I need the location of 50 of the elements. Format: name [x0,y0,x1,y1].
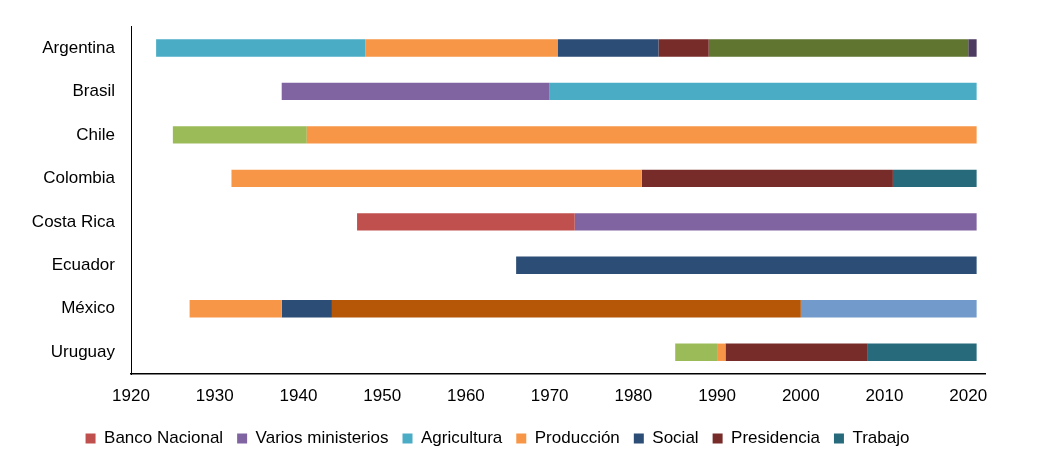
bar [641,169,893,188]
bar [892,169,977,188]
x-tick-label: 1920 [112,385,150,405]
y-tick-label: Brasil [72,81,115,101]
bar [306,126,977,144]
legend-label: Presidencia [731,428,821,448]
x-tick-label: 1930 [195,385,234,405]
legend-label: Producción [534,428,620,448]
bar [708,39,969,57]
x-tick-label: 1990 [698,385,736,405]
y-tick-label: Argentina [42,37,116,57]
y-tick-label: Uruguay [50,341,116,361]
bar [231,169,642,188]
bar [156,39,366,57]
x-tick-label: 1980 [614,385,653,405]
x-tick-label: 1970 [530,385,569,405]
x-tick-label: 2020 [949,385,988,405]
bar [968,39,977,57]
bar [357,213,575,231]
x-tick-label: 1950 [363,385,402,405]
y-tick-label: Costa Rica [31,211,116,231]
x-tick-label: 2000 [781,385,820,405]
legend-label: Banco Nacional [104,428,224,448]
y-tick-label: Colombia [43,168,116,188]
bar [558,39,659,57]
y-tick-label: Ecuador [51,255,116,274]
bar [189,300,282,318]
bar [867,343,977,361]
bar [717,343,726,361]
bar [365,39,558,57]
y-tick-label: Chile [76,124,115,144]
legend-label: Varios ministerios [255,428,389,448]
bar [516,256,977,275]
bar [675,343,718,361]
x-tick-label: 2010 [865,385,904,405]
bar [725,343,868,361]
bar [800,300,977,318]
y-tick-label: México [61,298,115,318]
bar [281,82,550,101]
bar [658,39,709,57]
bar [549,82,977,101]
bar [172,126,307,144]
bar [331,300,801,318]
legend-label: Trabajo [852,428,910,448]
x-tick-label: 1960 [446,385,485,405]
bar [281,300,332,318]
x-tick-label: 1940 [279,385,318,405]
bar [574,213,977,231]
legend-label: Social [652,428,699,448]
legend-label: Agricultura [421,428,503,448]
